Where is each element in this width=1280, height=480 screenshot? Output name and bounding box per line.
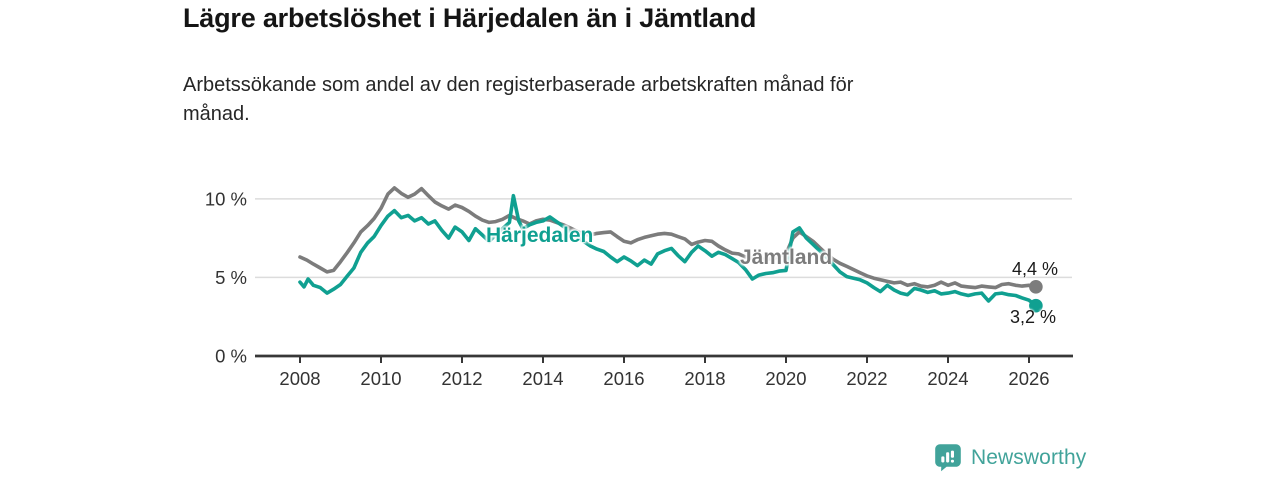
- x-tick-label-2018: 2018: [684, 368, 725, 389]
- x-tick-label-2010: 2010: [360, 368, 401, 389]
- x-tick-label-2020: 2020: [765, 368, 806, 389]
- series-line-jämtland: [298, 186, 1038, 290]
- newsworthy-logo-icon: [935, 444, 961, 472]
- x-tick-label-2026: 2026: [1008, 368, 1049, 389]
- chart-subtitle: Arbetssökande som andel av den registerb…: [183, 74, 854, 125]
- series-end-dot-härjedalen: [1029, 298, 1043, 313]
- y-tick-label-0: 0 %: [215, 346, 247, 367]
- brand-footer: Newsworthy: [934, 443, 1086, 472]
- end-value-harjedalen: 3,2 %: [1010, 307, 1057, 327]
- series-end-dot-jämtland: [1029, 280, 1043, 294]
- end-value-jamtland: 4,4 %: [1012, 259, 1059, 279]
- brand-name: Newsworthy: [971, 445, 1087, 469]
- x-tick-label-2016: 2016: [603, 368, 644, 389]
- y-tick-label-5: 5 %: [215, 267, 247, 288]
- header: Lägre arbetslöshet i Härjedalen än i Jäm…: [183, 0, 1083, 129]
- x-tick-label-2012: 2012: [441, 368, 482, 389]
- x-tick-label-2014: 2014: [522, 368, 563, 389]
- series-line-härjedalen: [298, 193, 1038, 308]
- y-tick-label-10: 10 %: [205, 188, 247, 209]
- series-label-harjedalen: Härjedalen: [486, 224, 594, 247]
- series-label-jamtland: Jämtland: [740, 246, 833, 269]
- chart-title: Lägre arbetslöshet i Härjedalen än i Jäm…: [183, 3, 757, 33]
- x-tick-label-2024: 2024: [927, 368, 968, 389]
- x-tick-label-2008: 2008: [279, 368, 320, 389]
- x-tick-label-2022: 2022: [846, 368, 887, 389]
